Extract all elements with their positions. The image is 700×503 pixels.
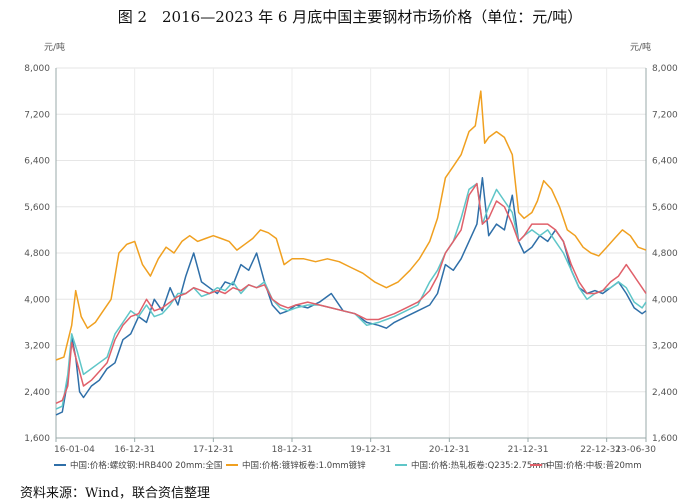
y-tick-label-left: 1,600 [24, 434, 50, 444]
y-tick-label-right: 4,000 [652, 295, 678, 305]
y-tick-label-right: 3,200 [652, 342, 678, 352]
x-tick-label: 22-12-31 [580, 445, 621, 455]
y-tick-label-left: 6,400 [24, 157, 50, 167]
y-tick-label-left: 7,200 [24, 110, 50, 120]
x-tick-label: 16-01-04 [54, 445, 95, 455]
y-tick-label-right: 6,400 [652, 157, 678, 167]
y-tick-label-left: 2,400 [24, 388, 50, 398]
y-tick-label-left: 8,000 [24, 64, 50, 74]
y-tick-label-right: 8,000 [652, 64, 678, 74]
x-tick-label: 19-12-31 [350, 445, 391, 455]
y-unit-left: 元/吨 [44, 41, 65, 53]
x-tick-label: 16-12-31 [114, 445, 155, 455]
y-tick-label-left: 5,600 [24, 203, 50, 213]
y-tick-label-right: 5,600 [652, 203, 678, 213]
y-tick-label-right: 4,800 [652, 249, 678, 259]
legend-label-4: 中国:价格:中板:普20mm [546, 460, 641, 471]
y-axis-right: 元/吨 1,600 2,400 3,200 4,000 4,800 5,600 6,400 7,… [630, 41, 678, 444]
legend-label-2: 中国:价格:镀锌板卷:1.0mm镀锌 [242, 460, 366, 471]
series-line-3 [55, 182, 647, 410]
legend: 中国:价格:螺纹钢:HRB400 20mm:全国 中国:价格:镀锌板卷:1.0mm… [54, 460, 641, 471]
grid-lines [55, 67, 647, 439]
x-tick-label: 17-12-31 [193, 445, 234, 455]
x-tick-label: 21-12-31 [508, 445, 549, 455]
series-line-1 [55, 177, 647, 416]
y-tick-label-left: 3,200 [24, 342, 50, 352]
series-line-4 [55, 182, 647, 404]
x-tick-label: 23-06-30 [615, 445, 656, 455]
x-tick-label: 18-12-31 [272, 445, 313, 455]
y-axis-left: 元/吨 1,600 2,400 3,200 4,000 4,800 5,600 6,400 7,… [24, 41, 65, 444]
y-tick-label-left: 4,000 [24, 295, 50, 305]
y-tick-label-right: 1,600 [652, 434, 678, 444]
y-tick-label-right: 2,400 [652, 388, 678, 398]
legend-label-1: 中国:价格:螺纹钢:HRB400 20mm:全国 [70, 460, 222, 471]
y-unit-right: 元/吨 [630, 41, 651, 53]
y-tick-label-left: 4,800 [24, 249, 50, 259]
y-tick-label-right: 7,200 [652, 110, 678, 120]
figure-title: 图 2 2016—2023 年 6 月底中国主要钢材市场价格（单位：元/吨） [117, 8, 583, 26]
series-lines [55, 90, 647, 416]
legend-label-3: 中国:价格:热轧板卷:Q235:2.75mm [411, 460, 549, 471]
series-line-2 [55, 90, 647, 361]
x-tick-label: 20-12-31 [429, 445, 470, 455]
line-chart: 元/吨 1,600 2,400 3,200 4,000 4,800 5,600 6,400 7,… [24, 41, 678, 471]
source-note: 资料来源：Wind，联合资信整理 [20, 486, 210, 501]
x-axis: 16-01-04 16-12-31 17-12-31 18-12-31 19-12-31… [54, 437, 656, 455]
